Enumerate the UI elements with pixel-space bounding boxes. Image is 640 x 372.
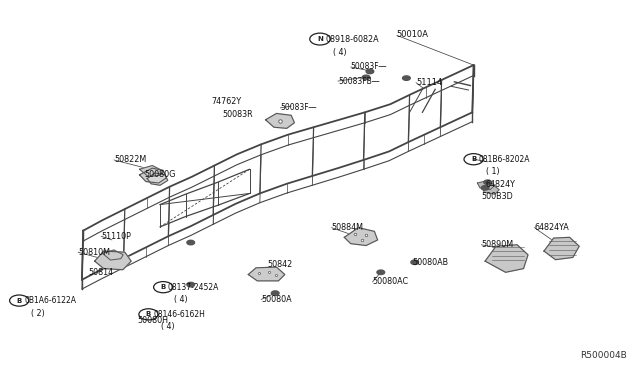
Text: 50080AB: 50080AB: [413, 258, 449, 267]
Text: 081B6-8202A: 081B6-8202A: [479, 155, 530, 164]
Circle shape: [187, 282, 195, 287]
Text: 500B3D: 500B3D: [481, 192, 513, 201]
Text: 08137-2452A: 08137-2452A: [168, 283, 219, 292]
Circle shape: [481, 186, 489, 190]
Polygon shape: [485, 245, 528, 272]
Text: B: B: [146, 311, 151, 317]
Polygon shape: [344, 228, 378, 246]
Text: B: B: [17, 298, 22, 304]
Polygon shape: [102, 250, 123, 260]
Polygon shape: [477, 180, 495, 190]
Text: 64824YA: 64824YA: [534, 223, 569, 232]
Circle shape: [187, 240, 195, 245]
Circle shape: [403, 76, 410, 80]
Text: ( 1): ( 1): [486, 167, 500, 176]
Polygon shape: [140, 168, 166, 183]
Text: 74762Y: 74762Y: [211, 97, 241, 106]
Text: 51114: 51114: [416, 78, 442, 87]
Text: N: N: [317, 36, 323, 42]
Text: ( 4): ( 4): [333, 48, 346, 57]
Polygon shape: [140, 166, 163, 177]
Polygon shape: [147, 173, 168, 185]
Text: 50810M: 50810M: [78, 248, 110, 257]
Text: 50080H: 50080H: [138, 316, 168, 325]
Text: 50083FB―: 50083FB―: [338, 77, 380, 86]
Text: 50842: 50842: [268, 260, 292, 269]
Polygon shape: [266, 113, 294, 128]
Text: 50822M: 50822M: [114, 155, 146, 164]
Text: 50080G: 50080G: [144, 170, 175, 179]
Polygon shape: [482, 185, 499, 194]
Text: 50083F―: 50083F―: [280, 103, 317, 112]
Polygon shape: [95, 251, 131, 270]
Text: 50083R: 50083R: [223, 110, 253, 119]
Text: B: B: [471, 156, 476, 162]
Circle shape: [411, 260, 419, 264]
Text: ( 2): ( 2): [31, 309, 44, 318]
Circle shape: [377, 270, 385, 275]
Text: 50884M: 50884M: [332, 223, 364, 232]
Text: 50010A: 50010A: [397, 30, 429, 39]
Text: 0B1A6-6122A: 0B1A6-6122A: [24, 296, 76, 305]
Text: R500004B: R500004B: [580, 351, 627, 360]
Text: 50890M: 50890M: [481, 240, 513, 249]
Text: 08918-6082A: 08918-6082A: [325, 35, 379, 44]
Text: 51110P: 51110P: [101, 232, 131, 241]
Text: 64824Y: 64824Y: [485, 180, 515, 189]
Text: 50814: 50814: [88, 268, 113, 277]
Circle shape: [362, 75, 370, 80]
Text: 50083F―: 50083F―: [351, 62, 387, 71]
Text: 50080AC: 50080AC: [372, 278, 408, 286]
Text: 50080A: 50080A: [261, 295, 292, 304]
Polygon shape: [544, 237, 579, 260]
Text: B: B: [161, 284, 166, 290]
Text: 08146-6162H: 08146-6162H: [154, 310, 205, 319]
Circle shape: [484, 180, 492, 185]
Circle shape: [366, 69, 374, 74]
Text: ( 4): ( 4): [161, 322, 175, 331]
Circle shape: [271, 291, 279, 295]
Polygon shape: [248, 267, 285, 281]
Text: ( 4): ( 4): [174, 295, 188, 304]
